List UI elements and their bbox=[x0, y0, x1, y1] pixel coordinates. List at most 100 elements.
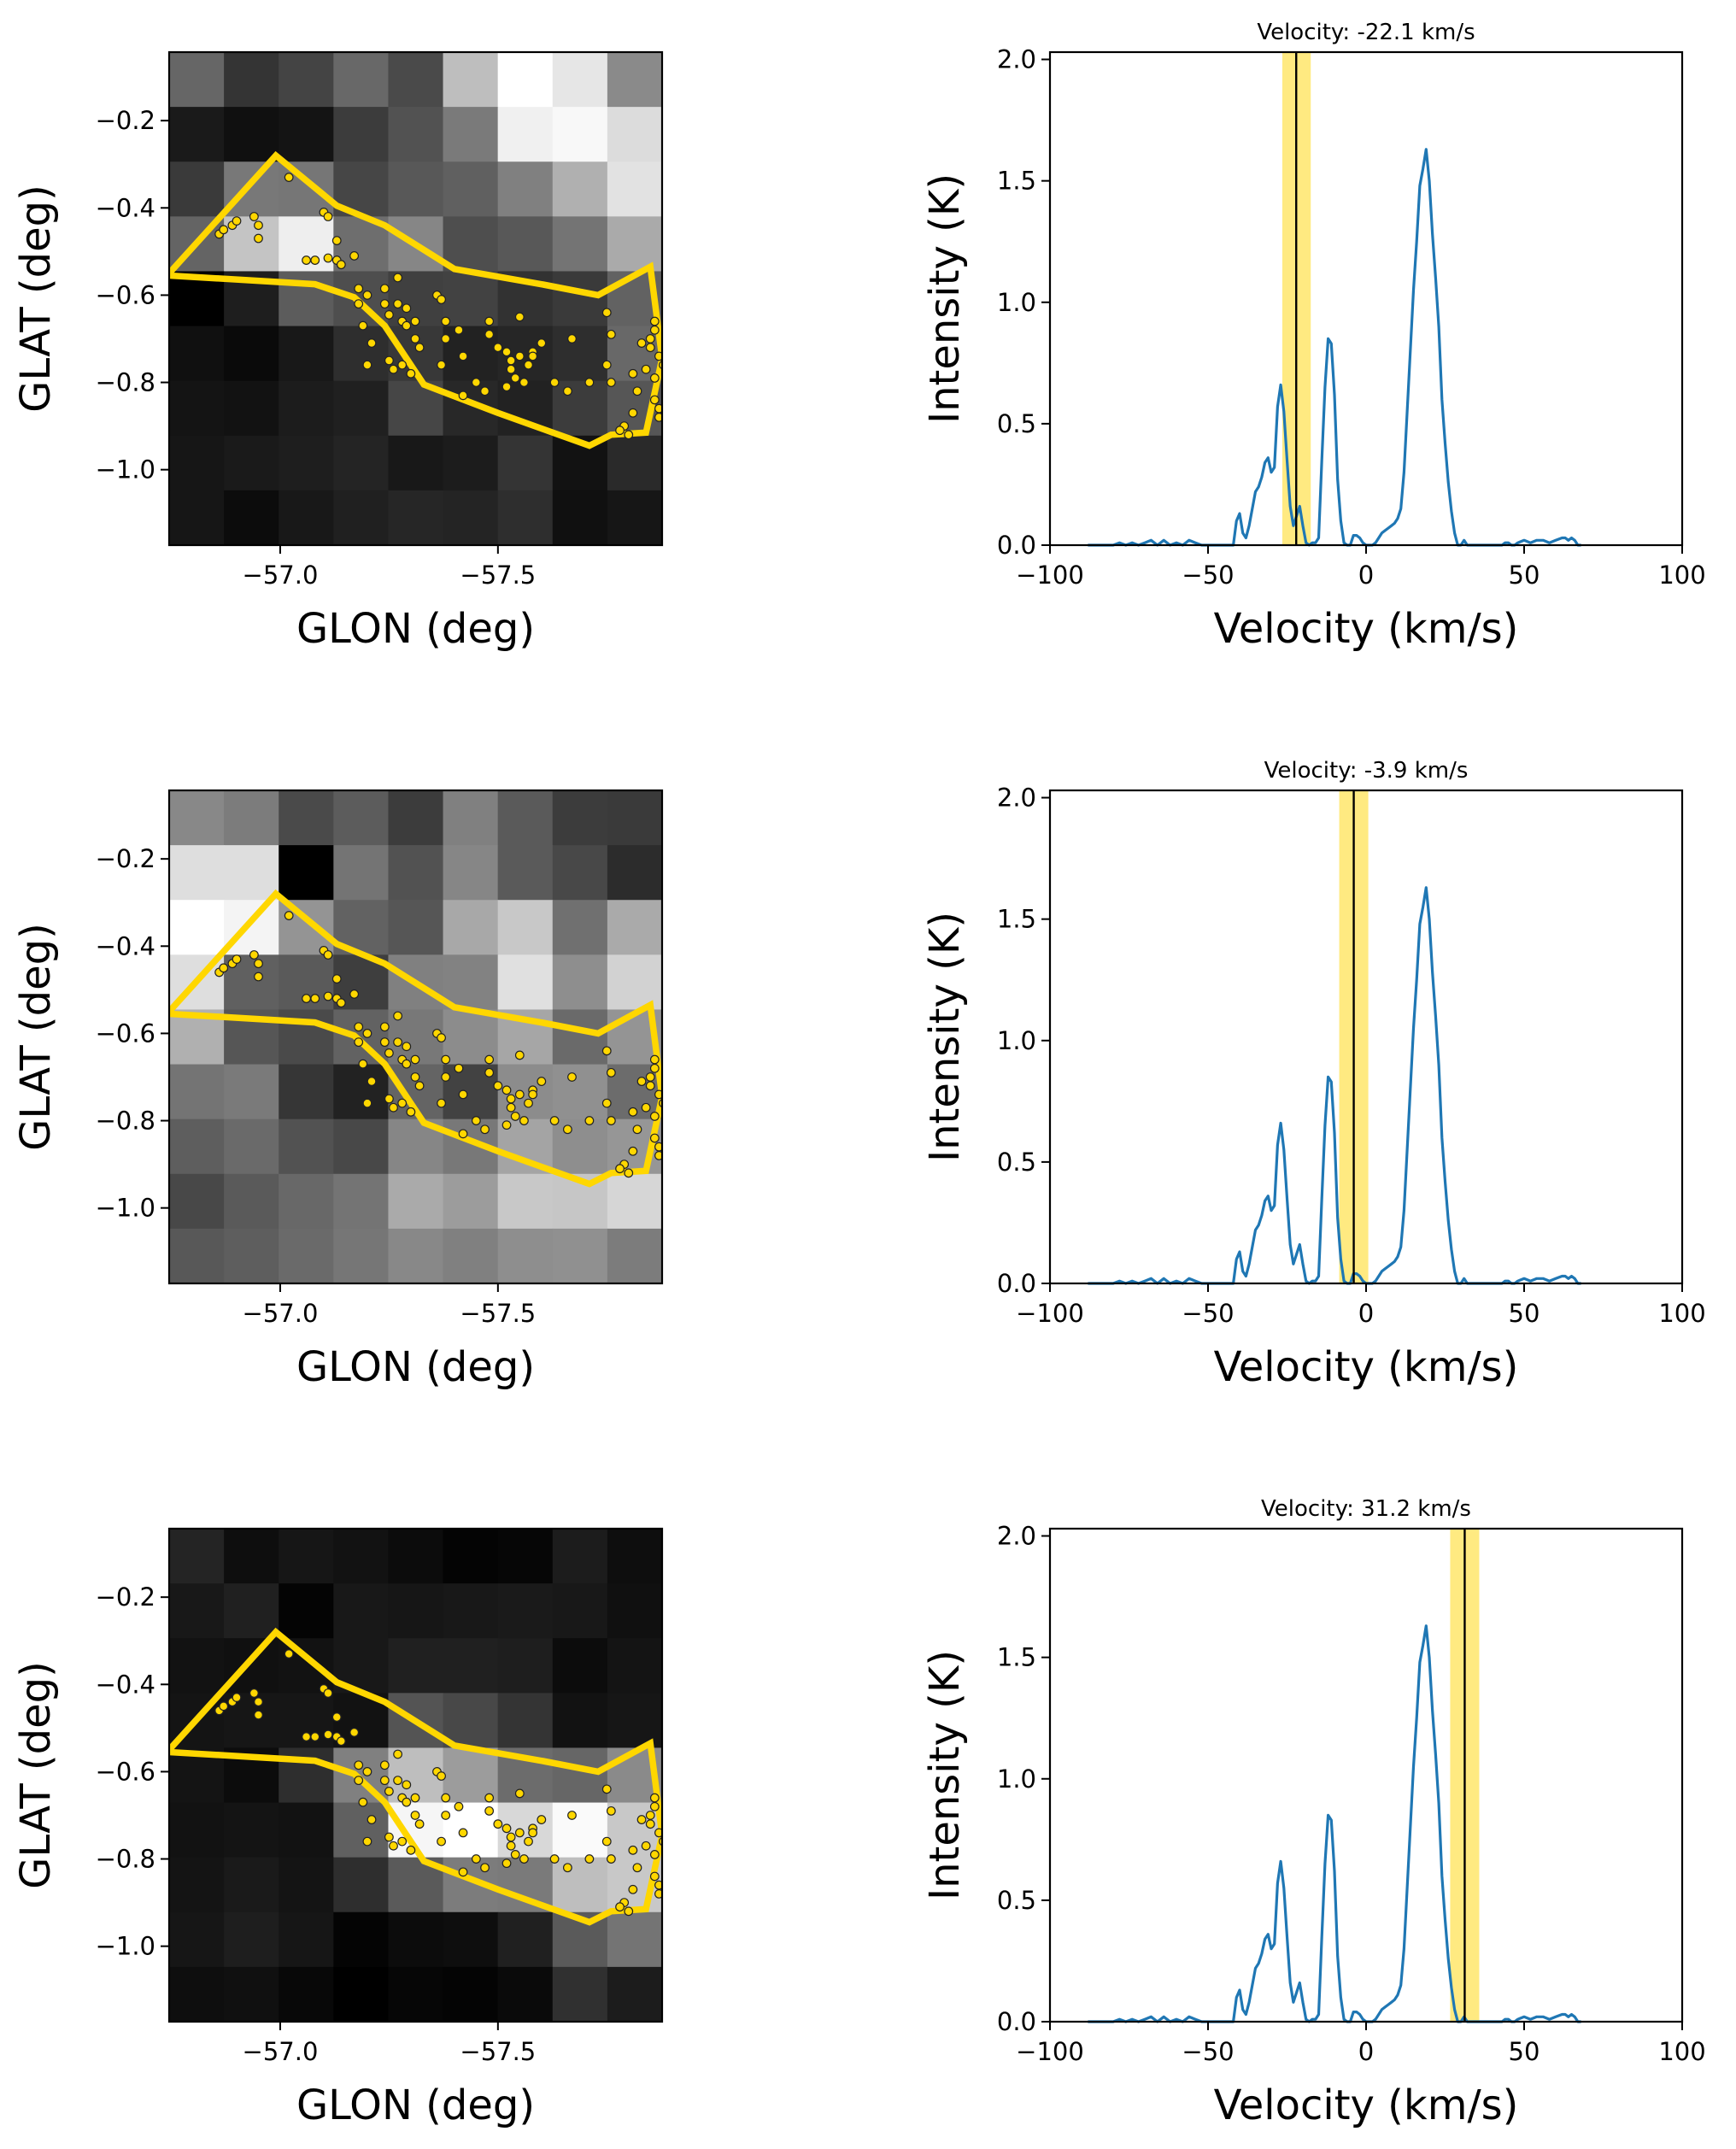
map-pixel bbox=[169, 326, 225, 382]
map-pixel bbox=[443, 161, 499, 217]
source-point bbox=[302, 994, 311, 1003]
source-point bbox=[454, 1801, 464, 1811]
map-pixel bbox=[388, 1529, 444, 1584]
source-point bbox=[393, 1011, 403, 1021]
map-pixel bbox=[279, 52, 334, 108]
map-pixel bbox=[169, 790, 225, 846]
source-point bbox=[537, 1077, 547, 1086]
source-point bbox=[484, 1067, 495, 1077]
x-tick-label: −100 bbox=[1016, 2037, 1084, 2066]
map-pixel bbox=[279, 1119, 334, 1175]
source-point bbox=[471, 1116, 481, 1125]
source-point bbox=[584, 378, 595, 387]
map-pixel bbox=[552, 1228, 608, 1284]
source-point bbox=[254, 220, 263, 231]
map-pixel bbox=[333, 326, 390, 382]
map-pixel bbox=[607, 52, 663, 108]
map-pixel bbox=[552, 1529, 608, 1584]
source-point bbox=[397, 1098, 408, 1108]
source-point bbox=[458, 390, 468, 401]
map-pixel bbox=[169, 845, 225, 901]
map-pixel bbox=[552, 271, 608, 327]
map-pixel bbox=[443, 790, 499, 846]
map-pixel bbox=[443, 900, 499, 955]
map-pixel bbox=[169, 900, 225, 955]
source-point bbox=[501, 382, 512, 392]
source-point bbox=[654, 403, 662, 414]
source-point bbox=[649, 1871, 660, 1882]
map-pixel bbox=[497, 845, 554, 901]
source-point bbox=[471, 1854, 481, 1864]
map-pixel bbox=[333, 1119, 390, 1175]
source-point bbox=[397, 360, 408, 370]
source-point bbox=[549, 378, 560, 387]
map-pixel bbox=[552, 1064, 608, 1120]
map-pixel bbox=[169, 1173, 225, 1230]
map-pixel bbox=[443, 954, 499, 1011]
source-point bbox=[323, 1688, 333, 1698]
source-point bbox=[606, 1854, 616, 1864]
map-pixel bbox=[497, 1966, 554, 2023]
map-panel-1: −57.0 −57.5 −0.2 −0.4 −0.6 −0.8 −1.0 GLON (deg)… bbox=[12, 50, 664, 653]
map-pixel bbox=[224, 326, 279, 382]
source-point bbox=[562, 1124, 572, 1135]
source-point bbox=[649, 1054, 660, 1065]
map-pixel bbox=[552, 954, 608, 1011]
map-pixel bbox=[279, 845, 334, 901]
map-pixel bbox=[388, 790, 444, 846]
x-tick-label: 100 bbox=[1658, 1299, 1705, 1328]
y-tick-label: 0.0 bbox=[997, 2007, 1036, 2036]
source-point bbox=[393, 1776, 403, 1786]
source-point bbox=[484, 1793, 495, 1803]
map-pixel bbox=[169, 1064, 225, 1120]
source-point bbox=[636, 338, 647, 348]
source-point bbox=[601, 1784, 612, 1794]
map-pixel bbox=[169, 1529, 225, 1584]
source-point bbox=[528, 1089, 538, 1100]
source-point bbox=[519, 378, 529, 387]
map-pixel bbox=[443, 1966, 499, 2023]
source-point bbox=[567, 1072, 577, 1082]
source-point bbox=[628, 1845, 638, 1855]
source-point bbox=[410, 316, 420, 326]
map-pixel bbox=[169, 1802, 225, 1858]
x-axis-label: GLON (deg) bbox=[296, 1343, 535, 1391]
map-pixel bbox=[169, 1911, 225, 1968]
source-point bbox=[493, 343, 503, 353]
map-pixel bbox=[443, 216, 499, 273]
source-point bbox=[649, 316, 660, 326]
source-point bbox=[654, 351, 662, 361]
y-tick-label: 0.5 bbox=[997, 1148, 1036, 1177]
source-point bbox=[379, 284, 390, 294]
source-point bbox=[567, 1811, 577, 1820]
source-point bbox=[410, 1072, 420, 1082]
map-pixel bbox=[224, 1857, 279, 1913]
x-tick-label: 50 bbox=[1509, 1299, 1540, 1328]
source-point bbox=[537, 1815, 547, 1824]
source-point bbox=[484, 329, 495, 339]
map-pixel bbox=[224, 52, 279, 108]
source-point bbox=[437, 360, 446, 370]
source-point bbox=[654, 1880, 662, 1890]
source-point bbox=[606, 1806, 616, 1816]
map-pixel bbox=[333, 107, 390, 162]
map-pixel bbox=[333, 1173, 390, 1230]
source-point bbox=[362, 1029, 372, 1038]
map-pixel bbox=[552, 1802, 608, 1858]
map-pixel bbox=[224, 490, 279, 546]
x-axis-label: GLON (deg) bbox=[296, 2081, 535, 2129]
source-point bbox=[284, 173, 294, 182]
map-pixel bbox=[279, 380, 334, 437]
source-point bbox=[628, 408, 638, 418]
map-pixel bbox=[279, 1529, 334, 1584]
map-pixel bbox=[224, 1966, 279, 2023]
map-pixel bbox=[443, 1529, 499, 1584]
map-pixel bbox=[388, 845, 444, 901]
map-pixel bbox=[497, 107, 554, 162]
y-tick-label: −1.0 bbox=[96, 1932, 155, 1961]
x-tick-label: −57.5 bbox=[460, 2037, 536, 2066]
source-point bbox=[506, 1841, 516, 1851]
source-point bbox=[406, 1845, 416, 1855]
map-pixel bbox=[497, 435, 554, 491]
map-pixel bbox=[552, 107, 608, 162]
